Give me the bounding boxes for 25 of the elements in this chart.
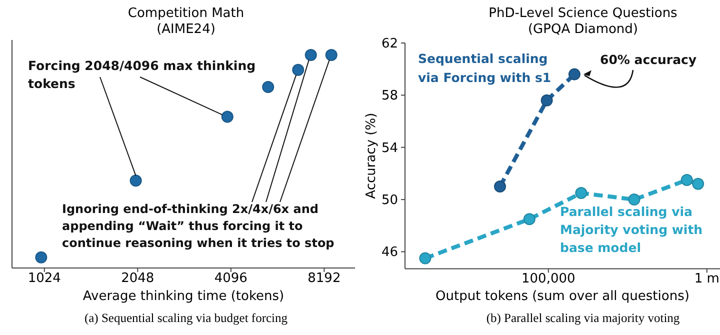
y-tick-label: 54 [381, 140, 398, 156]
y-axis-title: Accuracy (%) [364, 112, 379, 199]
annotation: 60% accuracy [600, 52, 697, 67]
annotation: Forcing 2048/4096 max thinking tokens [28, 58, 256, 91]
x-tick-label: 2048 [121, 271, 154, 286]
series-label: Sequential scaling via Forcing with s1 [418, 51, 552, 85]
x-tick-label: 100,000 [522, 272, 576, 287]
x-tick-label: 8192 [308, 271, 341, 286]
text: (b) Parallel scaling via majority voting [486, 311, 680, 325]
y-tick-label: 50 [381, 193, 398, 208]
x-axis-title: Output tokens (sum over all questions) [436, 289, 690, 304]
text: (a) Sequential scaling via budget forcing [84, 311, 288, 325]
series-label: Parallel scaling via Majority voting with base model [560, 204, 703, 255]
y-tick-label: 46 [381, 245, 398, 260]
annotation: Ignoring end-of-thinking 2x/4x/6x and appending “Wait” thus forcing it to continue reasoning when it tries to stop [62, 202, 335, 250]
y-tick-label: 62 [381, 36, 398, 52]
x-tick-label: 1 m [694, 272, 720, 287]
chart-subtitle: (GPQA Diamond) [528, 22, 638, 37]
chart-subtitle: (AIME24) [156, 22, 216, 37]
chart-title: PhD-Level Science Questions [488, 6, 678, 21]
x-tick-label: 4096 [214, 271, 248, 286]
y-tick-label: 58 [381, 88, 398, 104]
x-axis-title: Average thinking time (tokens) [82, 289, 284, 304]
chart-title: Competition Math [128, 6, 244, 21]
x-tick-label: 1024 [28, 271, 61, 286]
